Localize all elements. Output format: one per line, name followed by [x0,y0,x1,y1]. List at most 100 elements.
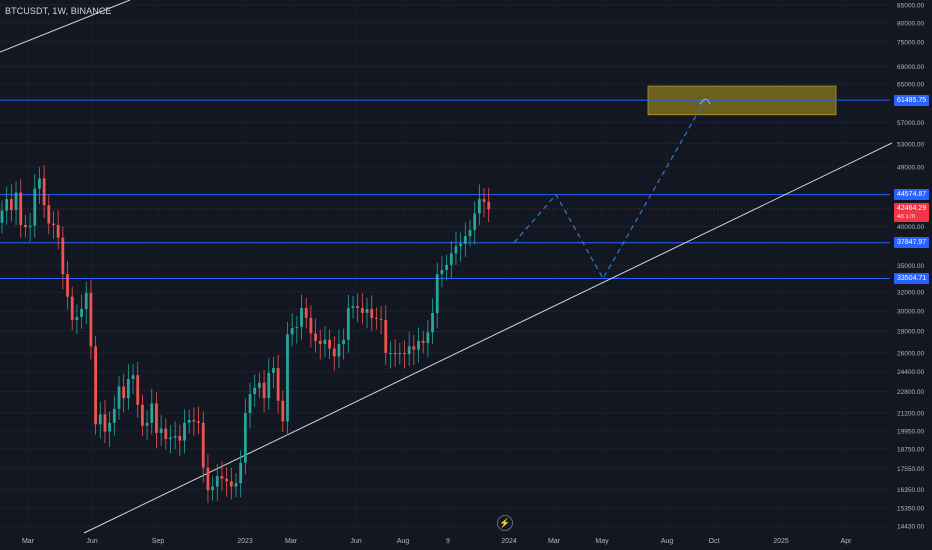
candle-body[interactable] [431,312,434,333]
candle-body[interactable] [384,319,388,354]
candle-body[interactable] [449,253,453,265]
candle-body[interactable] [24,224,27,228]
candle-body[interactable] [5,199,9,211]
candle-body[interactable] [375,317,378,319]
candle-body[interactable] [276,368,280,401]
candle-body[interactable] [379,318,383,320]
candle-body[interactable] [234,483,238,487]
candle-body[interactable] [211,486,214,491]
candle-body[interactable] [258,382,261,388]
candle-body[interactable] [370,309,374,318]
candle-body[interactable] [9,199,13,211]
candle-body[interactable] [323,339,327,345]
candle-body[interactable] [103,414,107,432]
candle-body[interactable] [440,269,444,275]
candle-body[interactable] [75,316,79,320]
candle-body[interactable] [42,178,46,206]
candle-body[interactable] [239,462,243,484]
candle-body[interactable] [262,382,266,399]
candle-body[interactable] [164,428,168,440]
candle-body[interactable] [159,428,163,434]
candle-body[interactable] [150,403,154,423]
candle-body[interactable] [169,437,172,440]
candle-body[interactable] [351,306,355,309]
candle-body[interactable] [201,422,205,468]
candle-body[interactable] [482,199,486,202]
candle-body[interactable] [108,422,112,432]
candle-body[interactable] [342,339,346,345]
candle-body[interactable] [183,422,186,441]
candle-body[interactable] [468,230,472,237]
candle-body[interactable] [117,386,121,409]
candle-body[interactable] [178,436,182,441]
candle-body[interactable] [393,353,397,355]
candle-body[interactable] [267,372,271,399]
candle-body[interactable] [398,353,402,355]
candle-body[interactable] [454,246,458,254]
candle-body[interactable] [328,339,331,349]
candle-body[interactable] [272,368,275,373]
candle-body[interactable] [426,332,430,344]
candle-body[interactable] [445,264,448,270]
candle-body[interactable] [473,213,477,231]
candle-body[interactable] [417,340,420,350]
projection-path-line[interactable] [513,99,706,280]
upper-trend-line[interactable] [0,0,131,53]
candle-body[interactable] [220,476,224,479]
candle-body[interactable] [403,353,406,355]
candle-body[interactable] [126,378,130,399]
candle-body[interactable] [304,308,308,318]
candle-body[interactable] [229,481,233,487]
candle-body[interactable] [94,346,97,425]
candle-body[interactable] [332,348,336,357]
candle-body[interactable] [346,308,350,340]
candle-body[interactable] [360,308,364,313]
candle-body[interactable] [28,225,32,228]
candle-body[interactable] [487,201,491,210]
candle-body[interactable] [52,223,55,225]
candle-body[interactable] [173,436,177,438]
candle-body[interactable] [389,353,392,355]
candle-body[interactable] [145,422,149,426]
candle-body[interactable] [56,224,60,238]
candle-body[interactable] [225,478,229,482]
candle-body[interactable] [309,317,313,334]
candle-body[interactable] [192,419,196,422]
candle-body[interactable] [187,419,191,423]
candle-body[interactable] [318,340,322,345]
candle-body[interactable] [61,237,65,275]
candle-body[interactable] [356,306,360,309]
candle-body[interactable] [421,340,425,344]
candle-body[interactable] [407,346,411,355]
candle-body[interactable] [122,386,126,399]
candle-body[interactable] [141,404,144,426]
candle-body[interactable] [314,333,317,341]
candle-body[interactable] [412,346,416,350]
candle-body[interactable] [131,375,135,379]
candle-body[interactable] [365,309,369,313]
candle-body[interactable] [33,188,37,226]
candle-body[interactable] [206,467,210,491]
candle-body[interactable] [155,403,158,434]
candle-body[interactable] [112,408,116,423]
candle-body[interactable] [89,292,93,347]
candle-body[interactable] [66,274,69,297]
candle-body[interactable] [300,308,303,328]
candle-body[interactable] [136,375,140,405]
candle-body[interactable] [98,414,102,425]
candle-body[interactable] [14,192,18,211]
candle-body[interactable] [281,400,285,422]
candle-body[interactable] [286,334,289,422]
ascending-trend-line[interactable] [83,142,893,534]
candle-body[interactable] [248,394,252,413]
candle-body[interactable] [435,274,439,313]
candle-body[interactable] [0,210,4,223]
candle-body[interactable] [290,328,294,335]
candle-body[interactable] [477,199,481,214]
candle-body[interactable] [253,387,257,395]
candle-body[interactable] [38,178,41,189]
symbol-title[interactable]: BTCUSDT, 1W, BINANCE [5,6,112,16]
candle-body[interactable] [47,205,51,224]
